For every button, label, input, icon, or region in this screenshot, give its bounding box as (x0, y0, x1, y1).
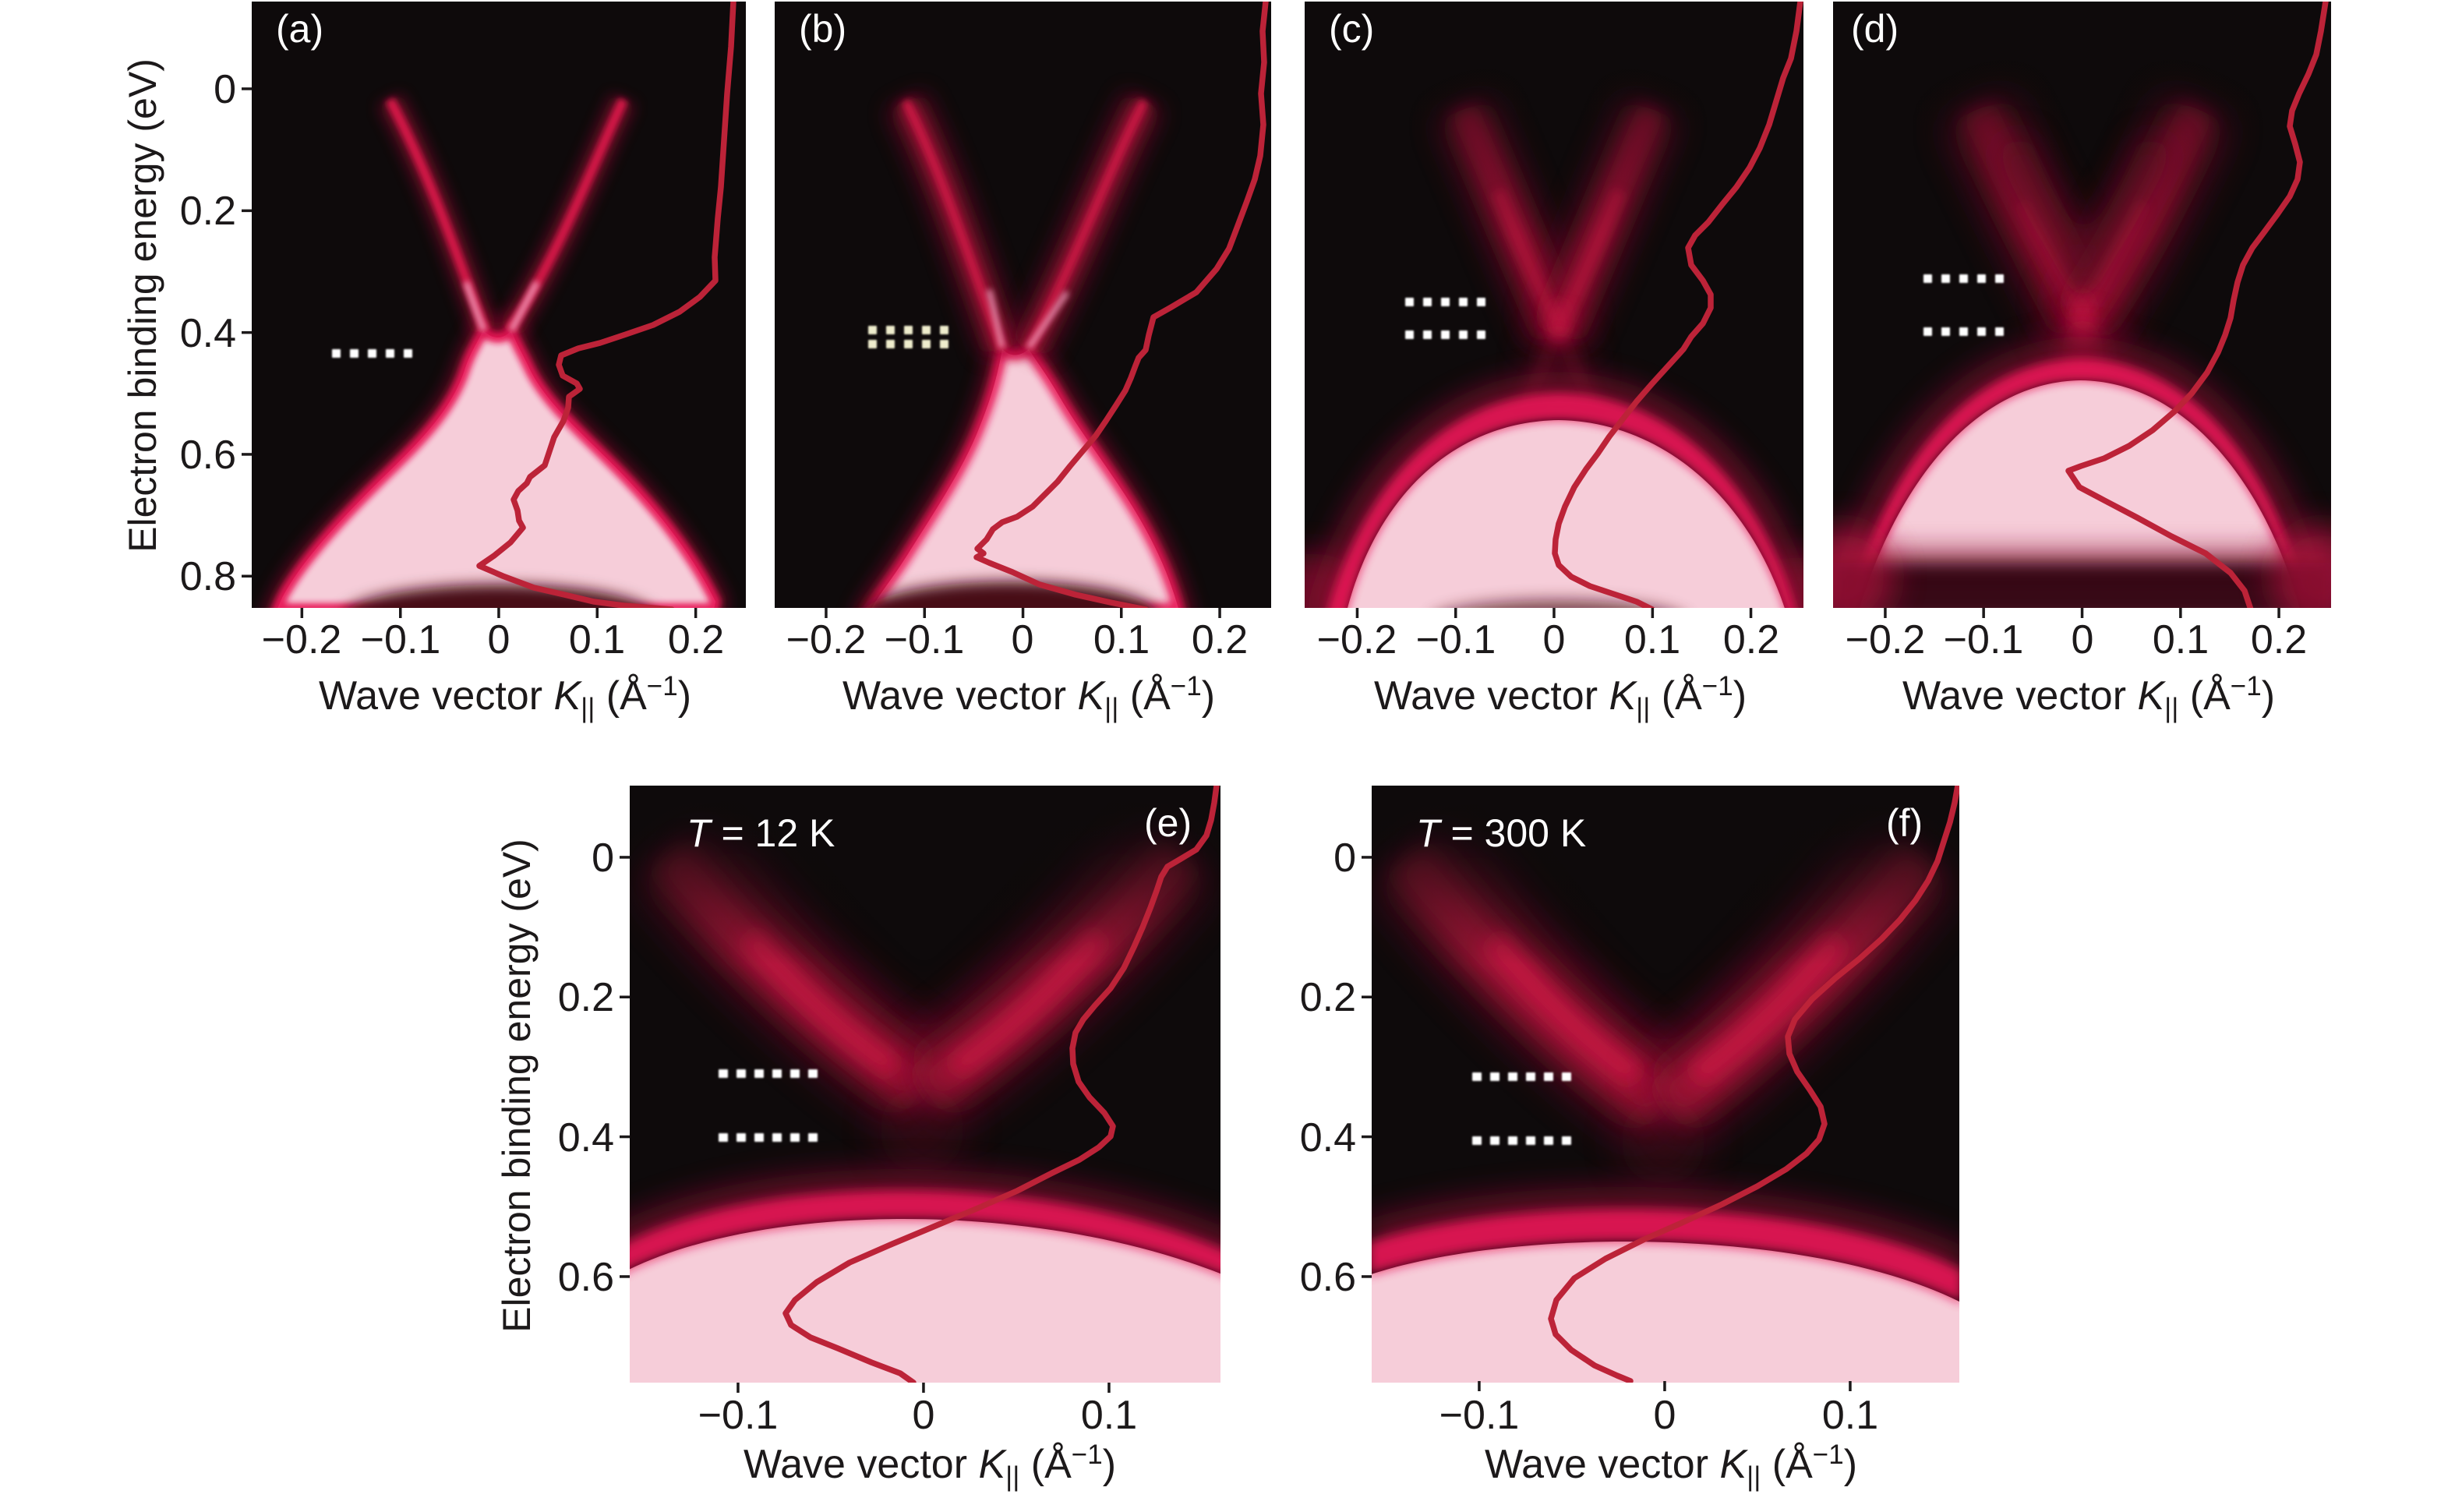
svg-text:(f): (f) (1886, 801, 1923, 845)
svg-text:0.2: 0.2 (2251, 617, 2307, 662)
svg-text:0: 0 (1543, 617, 1566, 662)
svg-text:Electron binding energy (eV): Electron binding energy (eV) (121, 58, 164, 553)
svg-text:0: 0 (1333, 835, 1356, 881)
svg-text:0.2: 0.2 (1300, 975, 1356, 1020)
svg-text:(a): (a) (276, 7, 323, 51)
svg-text:0.2: 0.2 (180, 189, 236, 234)
svg-text:0.1: 0.1 (1822, 1393, 1878, 1438)
svg-text:0.1: 0.1 (1624, 617, 1680, 662)
svg-text:−0.1: −0.1 (1944, 617, 2024, 662)
svg-text:Wave vector K|| (Å−1): Wave vector K|| (Å−1) (1485, 1440, 1857, 1492)
svg-text:0: 0 (1012, 617, 1034, 662)
svg-text:0.6: 0.6 (1300, 1255, 1356, 1300)
svg-text:0: 0 (2072, 617, 2094, 662)
svg-text:0: 0 (1654, 1393, 1676, 1438)
svg-text:−0.2: −0.2 (262, 617, 342, 662)
svg-text:−0.1: −0.1 (361, 617, 441, 662)
svg-text:−0.2: −0.2 (786, 617, 867, 662)
svg-text:0.6: 0.6 (180, 433, 236, 478)
svg-text:0.4: 0.4 (1300, 1115, 1356, 1160)
svg-text:Wave vector K|| (Å−1): Wave vector K|| (Å−1) (319, 671, 691, 723)
svg-text:−0.1: −0.1 (1416, 617, 1496, 662)
svg-text:Wave vector K|| (Å−1): Wave vector K|| (Å−1) (1902, 671, 2275, 723)
svg-text:−0.1: −0.1 (1439, 1393, 1520, 1438)
svg-text:0.4: 0.4 (180, 311, 236, 356)
svg-text:T = 300 K: T = 300 K (1416, 811, 1586, 855)
svg-text:−0.2: −0.2 (1846, 617, 1926, 662)
svg-text:−0.1: −0.1 (698, 1393, 779, 1438)
svg-text:0.2: 0.2 (1192, 617, 1248, 662)
svg-text:Wave vector K|| (Å−1): Wave vector K|| (Å−1) (744, 1440, 1116, 1492)
svg-text:0: 0 (913, 1393, 935, 1438)
svg-text:0.1: 0.1 (1081, 1393, 1137, 1438)
svg-text:0.6: 0.6 (558, 1255, 614, 1300)
svg-text:T = 12 K: T = 12 K (687, 811, 835, 855)
svg-text:0.1: 0.1 (569, 617, 625, 662)
svg-text:(c): (c) (1329, 7, 1374, 51)
svg-text:0.2: 0.2 (668, 617, 724, 662)
svg-text:0.4: 0.4 (558, 1115, 614, 1160)
svg-text:(e): (e) (1144, 801, 1192, 845)
svg-text:0: 0 (214, 67, 236, 112)
svg-text:0: 0 (488, 617, 510, 662)
svg-text:Wave vector K|| (Å−1): Wave vector K|| (Å−1) (842, 671, 1215, 723)
svg-text:0.8: 0.8 (180, 554, 236, 599)
svg-text:0.1: 0.1 (1093, 617, 1150, 662)
svg-text:(d): (d) (1851, 7, 1899, 51)
svg-text:0: 0 (592, 835, 614, 881)
svg-text:0.2: 0.2 (1723, 617, 1779, 662)
svg-text:Electron binding energy (eV): Electron binding energy (eV) (495, 839, 539, 1333)
svg-text:−0.1: −0.1 (885, 617, 965, 662)
svg-text:Wave vector K|| (Å−1): Wave vector K|| (Å−1) (1374, 671, 1747, 723)
svg-text:(b): (b) (799, 7, 846, 51)
svg-text:−0.2: −0.2 (1317, 617, 1397, 662)
svg-text:0.1: 0.1 (2153, 617, 2209, 662)
svg-text:0.2: 0.2 (558, 975, 614, 1020)
